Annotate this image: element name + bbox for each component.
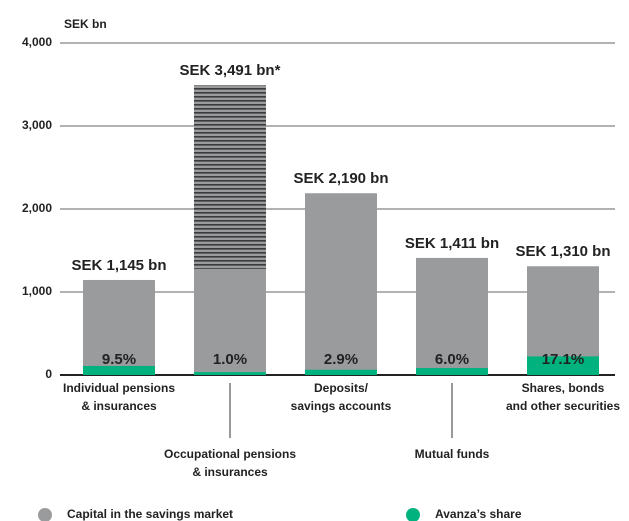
- x-tick-label: Shares, bonds and other securities: [506, 381, 620, 413]
- x-tick-label: Occupational pensions & insurances: [164, 447, 296, 479]
- x-tick-label: Mutual funds: [415, 447, 490, 461]
- share-label: 2.9%: [324, 351, 358, 368]
- x-tick-label: Individual pensions & insurances: [63, 381, 175, 413]
- y-tick-label: 2,000: [22, 201, 52, 215]
- y-unit: SEK bn: [64, 17, 107, 31]
- share-bar: [83, 365, 155, 375]
- hatched-segment: [194, 85, 266, 269]
- value-label: SEK 1,411 bn: [405, 235, 499, 252]
- legend-label: Avanza’s share: [435, 507, 522, 521]
- share-bar: [305, 369, 377, 375]
- x-tick-label: Deposits/savings accounts: [291, 381, 392, 413]
- bar: [83, 279, 155, 375]
- y-tick-label: 4,000: [22, 35, 52, 49]
- share-label: 1.0%: [213, 351, 247, 368]
- legend-label: Capital in the savings market: [67, 507, 233, 521]
- y-tick-label: 3,000: [22, 118, 52, 132]
- bar: [416, 257, 488, 375]
- share-bar: [416, 367, 488, 375]
- value-label: SEK 3,491 bn*: [180, 62, 281, 79]
- y-tick-label: 0: [45, 367, 52, 381]
- share-label: 6.0%: [435, 351, 469, 368]
- share-label: 17.1%: [542, 351, 585, 368]
- value-label: SEK 2,190 bn: [293, 170, 388, 187]
- share-bar: [194, 372, 266, 375]
- legend-swatch: [38, 508, 52, 521]
- value-label: SEK 1,145 bn: [71, 257, 166, 274]
- bar: [305, 193, 377, 375]
- value-label: SEK 1,310 bn: [515, 243, 610, 260]
- legend-swatch: [406, 508, 420, 521]
- share-bar: [527, 356, 599, 375]
- share-label: 9.5%: [102, 351, 136, 368]
- y-tick-label: 1,000: [22, 284, 52, 298]
